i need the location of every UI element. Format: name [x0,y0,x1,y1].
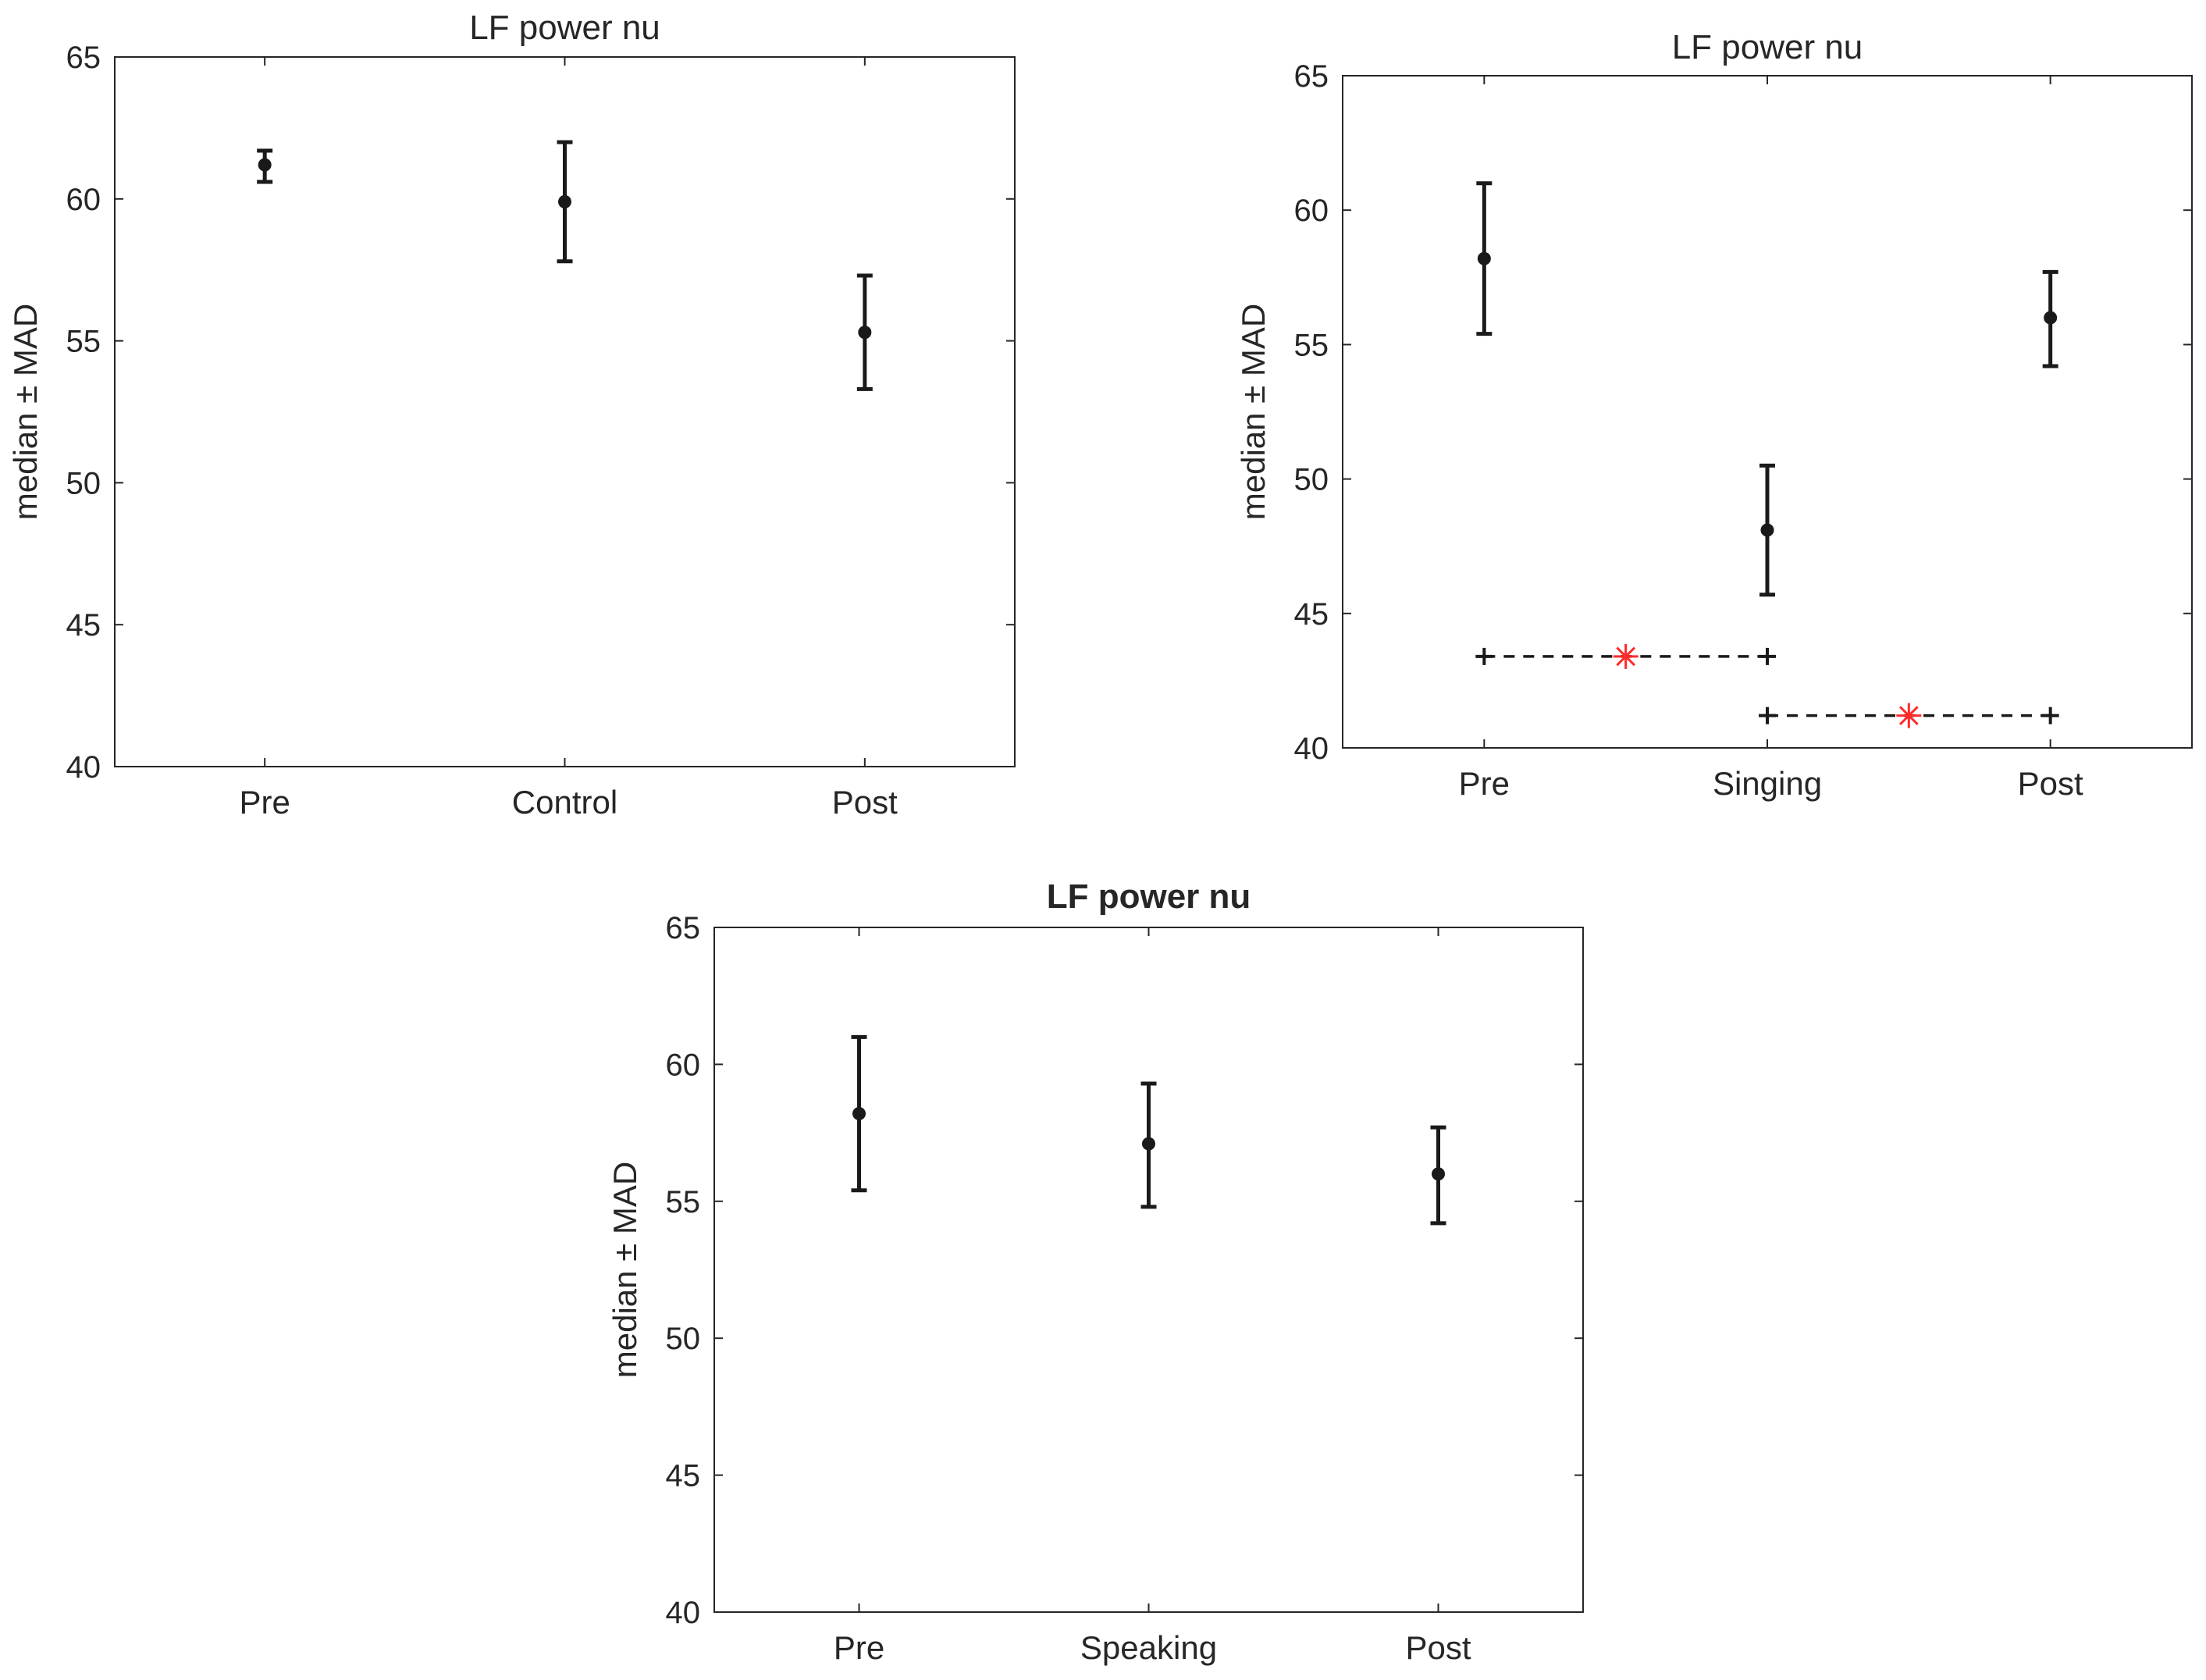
chart-title: LF power nu [1047,877,1251,916]
median-point [852,1107,866,1121]
y-tick-label: 55 [1294,328,1329,362]
y-axis-ticks: 40 45 50 55 60 65 [666,911,1583,1630]
chart-title: LF power nu [469,9,660,47]
median-point [558,194,571,208]
y-tick-label: 55 [666,1185,701,1219]
chart-panel-pre-control-post: LF power nu median ± MAD 40 45 50 55 60 65 Pr… [7,9,1016,820]
chart-panel-pre-singing-post: LF power nu median ± MAD 40 45 50 55 60 65 Pr… [1235,28,2193,802]
y-tick-label: 60 [666,1048,701,1082]
data-marks [1475,181,2059,728]
median-point [1432,1167,1445,1181]
chart-title: LF power nu [1672,28,1863,66]
y-axis-label: median ± MAD [7,304,44,520]
median-point [2044,311,2058,325]
x-tick-label: Pre [1459,765,1510,802]
x-tick-label: Pre [834,1629,884,1666]
y-tick-label: 40 [1294,731,1329,766]
data-marks [257,140,873,391]
median-point [1142,1137,1155,1151]
y-axis-label: median ± MAD [1235,304,1272,520]
x-axis-ticks: Pre Singing Post [1459,76,2083,802]
x-tick-label: Speaking [1080,1629,1217,1666]
y-tick-label: 40 [666,1596,701,1630]
y-tick-label: 60 [1294,194,1329,228]
significance-star-marker [1896,703,1922,728]
significance-star-marker [1613,643,1638,669]
x-tick-label: Post [2018,765,2083,802]
y-axis-ticks: 40 45 50 55 60 65 [66,41,1015,785]
y-tick-label: 65 [666,911,701,945]
y-axis-ticks: 40 45 50 55 60 65 [1294,59,2192,766]
x-tick-label: Pre [239,784,290,820]
y-tick-label: 65 [66,41,101,75]
y-tick-label: 50 [66,466,101,500]
y-tick-label: 55 [66,325,101,359]
y-tick-label: 50 [666,1322,701,1356]
y-tick-label: 45 [1294,597,1329,632]
x-tick-label: Post [1405,1629,1471,1666]
y-tick-label: 50 [1294,463,1329,497]
y-axis-label: median ± MAD [607,1162,643,1378]
median-point [258,158,272,172]
y-tick-label: 45 [666,1459,701,1493]
y-tick-label: 65 [1294,59,1329,94]
y-tick-label: 45 [66,608,101,642]
median-point [858,326,872,340]
y-tick-label: 60 [66,183,101,217]
x-tick-label: Singing [1713,765,1822,802]
y-tick-label: 40 [66,750,101,785]
x-axis-ticks: Pre Control Post [239,57,898,820]
x-axis-ticks: Pre Speaking Post [834,927,1471,1666]
chart-panel-pre-speaking-post: LF power nu median ± MAD 40 45 50 55 60 65 Pr… [607,877,1584,1666]
median-point [1477,251,1491,265]
median-point [1760,523,1774,537]
x-tick-label: Post [832,784,898,820]
x-tick-label: Control [512,784,617,820]
data-marks [851,1034,1446,1226]
